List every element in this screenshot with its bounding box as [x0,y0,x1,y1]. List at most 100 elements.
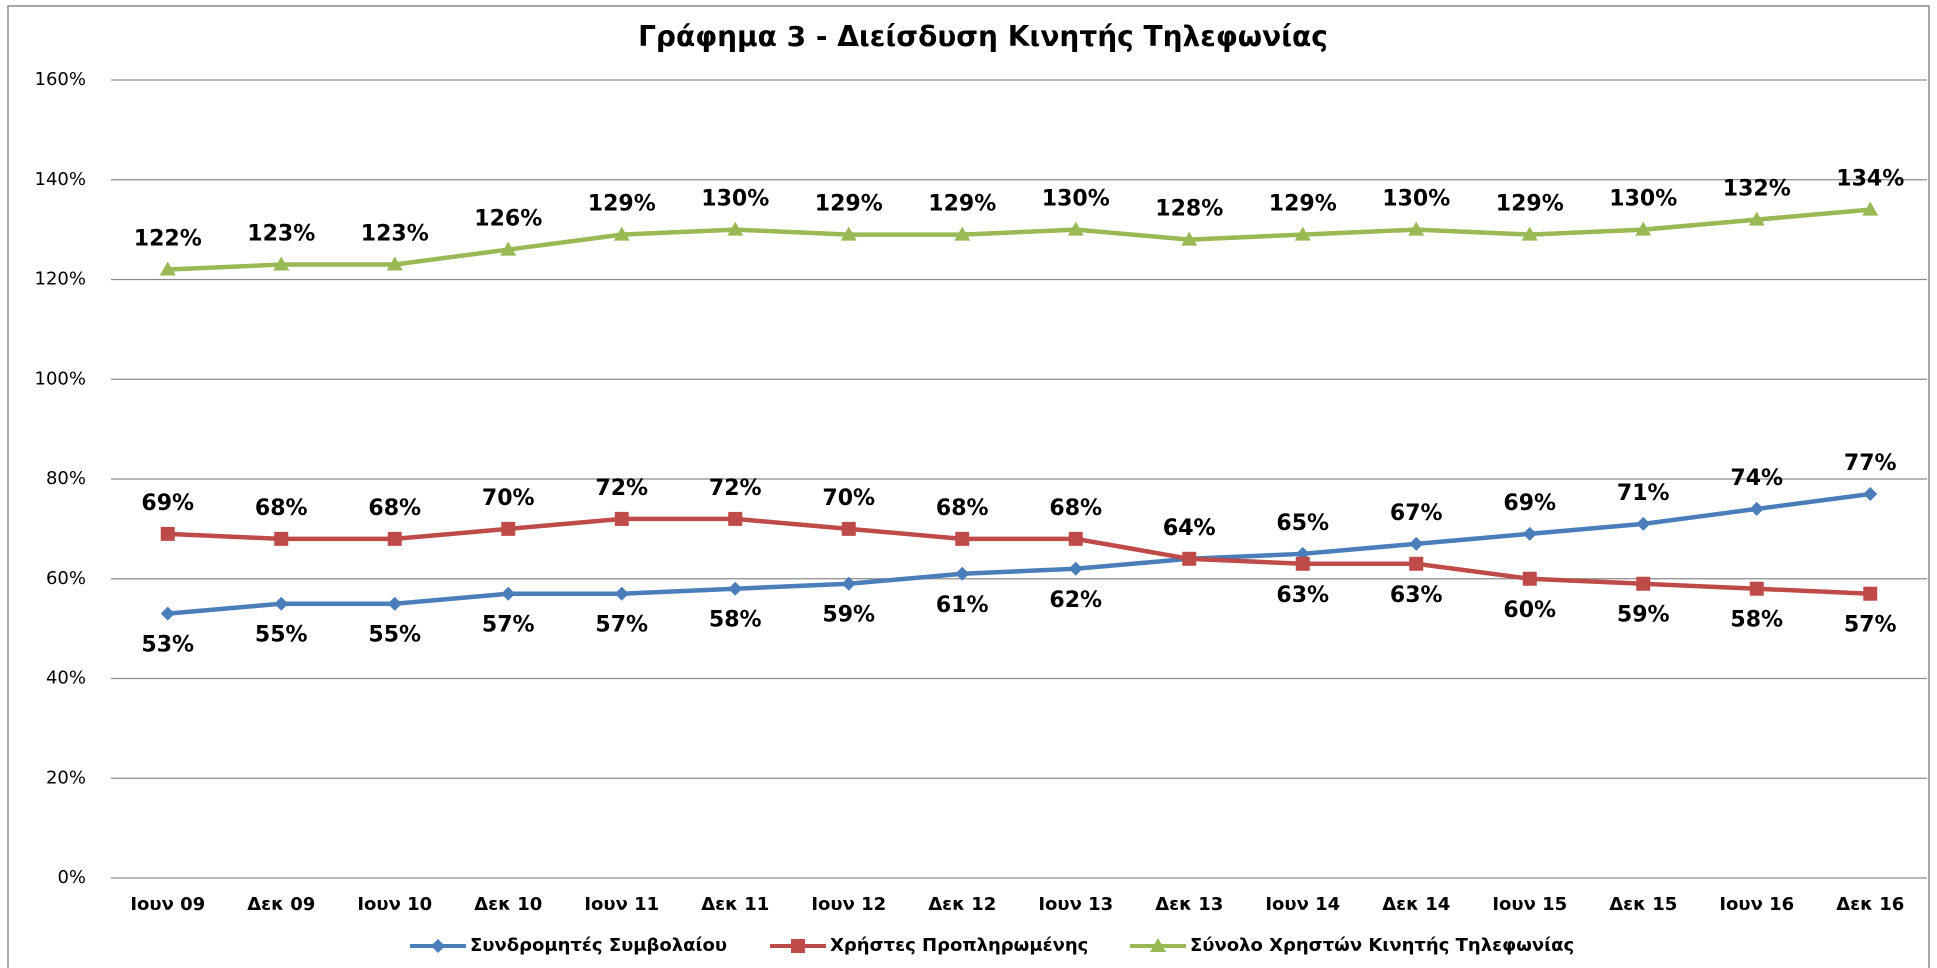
x-tick-label: Δεκ 11 [701,894,769,915]
x-tick-label: Ιουν 16 [1719,894,1794,915]
series-line [167,207,1871,272]
marker [954,226,971,241]
x-tick-label: Ιουν 13 [1038,894,1113,915]
y-tick-label: 40% [46,668,86,689]
x-tick-label: Δεκ 13 [1155,894,1223,915]
data-label: 58% [1730,608,1783,633]
marker [160,606,175,621]
x-tick-label: Δεκ 15 [1609,894,1677,915]
x-tick-label: Ιουν 09 [130,894,205,915]
marker [840,226,857,241]
marker [1409,556,1424,571]
marker [387,596,402,611]
marker [1295,556,1310,571]
x-tick-label: Δεκ 16 [1836,894,1904,915]
marker [274,596,289,611]
legend-label: Χρήστες Προπληρωμένης [830,935,1088,956]
data-label: 58% [709,608,762,633]
marker [386,256,403,271]
data-label: 126% [474,207,542,232]
data-label: 72% [595,476,648,501]
data-label: 68% [368,496,421,521]
marker [727,221,744,236]
data-label: 53% [141,633,194,658]
data-label: 69% [141,491,194,516]
marker [1408,221,1425,236]
marker [1636,576,1651,591]
data-label: 123% [361,222,429,247]
marker [955,531,970,546]
y-tick-label: 60% [46,568,86,589]
data-label: 59% [822,603,875,628]
data-label: 60% [1503,598,1556,623]
marker [613,226,630,241]
data-label: 134% [1836,167,1904,192]
data-label: 130% [701,187,769,212]
data-label: 132% [1723,177,1791,202]
marker [160,526,175,541]
data-label: 65% [1276,511,1329,536]
marker [1068,561,1083,576]
marker [1636,516,1651,531]
marker [1863,486,1878,501]
chart-title: Γράφημα 3 - Διείσδυση Κινητής Τηλεφωνίας [638,20,1328,53]
marker [387,531,402,546]
x-tick-label: Ιουν 15 [1492,894,1567,915]
marker [1150,938,1166,952]
marker [159,261,176,276]
data-label: 59% [1617,603,1670,628]
y-tick-label: 20% [46,767,86,788]
y-tick-label: 80% [46,468,86,489]
data-label: 57% [1844,613,1897,638]
marker [841,576,856,591]
series-line [167,516,1871,596]
marker [1182,551,1197,566]
data-label: 129% [815,192,883,217]
x-tick-label: Δεκ 09 [247,894,315,915]
data-label: 64% [1163,516,1216,541]
data-label: 68% [255,496,308,521]
x-tick-label: Δεκ 12 [928,894,996,915]
marker [1635,221,1652,236]
marker [728,581,743,596]
data-label: 70% [822,486,875,511]
marker [614,586,629,601]
x-tick-label: Δεκ 10 [474,894,542,915]
data-label: 68% [936,496,989,521]
chart-frame [7,5,1930,968]
data-label: 64% [1163,516,1216,541]
marker [1067,221,1084,236]
legend-label: Σύνολο Χρηστών Κινητής Τηλεφωνίας [1190,935,1574,956]
x-tick-label: Ιουν 11 [584,894,659,915]
marker [1409,536,1424,551]
y-tick-label: 100% [35,368,86,389]
series-line [167,491,1871,616]
marker [501,586,516,601]
data-label: 61% [936,593,989,618]
marker [1749,501,1764,516]
marker [501,521,516,536]
x-tick-label: Ιουν 12 [811,894,886,915]
marker [1294,226,1311,241]
data-label: 57% [482,613,535,638]
data-label: 72% [709,476,762,501]
data-label: 130% [1609,187,1677,212]
data-label: 74% [1730,466,1783,491]
marker [274,531,289,546]
marker [614,511,629,526]
data-label: 130% [1382,187,1450,212]
data-label: 55% [368,623,421,648]
marker [728,511,743,526]
data-label: 77% [1844,451,1897,476]
legend-label: Συνδρομητές Συμβολαίου [470,935,727,956]
data-label: 129% [588,192,656,217]
data-label: 129% [928,192,996,217]
data-label: 128% [1155,197,1223,222]
data-label: 130% [1042,187,1110,212]
data-label: 62% [1049,588,1102,613]
y-tick-label: 0% [57,867,86,888]
marker [791,939,805,953]
data-label: 123% [247,222,315,247]
marker [1521,226,1538,241]
data-label: 55% [255,623,308,648]
